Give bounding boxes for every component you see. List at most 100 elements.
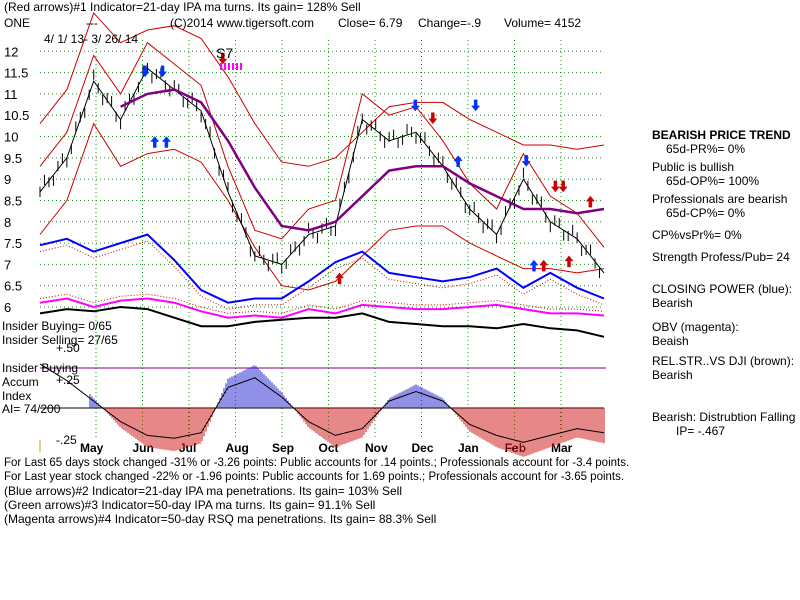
- price-tick-label: 9.5: [4, 151, 22, 166]
- price-tick-label: 7.5: [4, 236, 22, 251]
- indicator-1-title: (Red arrows)#1 Indicator=21-day IPA ma t…: [4, 0, 361, 14]
- red-arrow-icon: [585, 195, 595, 208]
- cp-vs-pr: CP%vsPr%= 0%: [652, 228, 742, 242]
- volume: Volume= 4152: [504, 16, 582, 30]
- ma-50-line: [120, 88, 605, 232]
- obv-line: [39, 297, 605, 319]
- rel-str-panel: REL.STR..VS DJI (brown): Bearish: [652, 354, 794, 382]
- ip-value: IP= -.467: [676, 424, 726, 438]
- public-title: Public is bullish: [652, 160, 735, 174]
- red-arrow-icon: [564, 255, 574, 268]
- price-axis: 12 11.5 11 10.5 10 9.5 9 8.5 8 7.5 7 6.5 6: [4, 44, 29, 315]
- footer-last-year: For Last year stock changed -22% or -1.9…: [4, 471, 625, 483]
- closing-power-panel: CLOSING POWER (blue): Bearish: [652, 282, 792, 310]
- indicator-3-title: (Green arrows)#3 Indicator=50-day IPA ma…: [4, 498, 376, 512]
- strength-ratio: Strength Profess/Pub= 24: [652, 250, 790, 264]
- public-panel: Public is bullish 65d-OP%= 100%: [652, 160, 759, 188]
- blue-arrow-icon: [453, 155, 463, 167]
- obv-title: OBV (magenta):: [652, 320, 739, 334]
- blue-arrow-icon: [521, 155, 531, 167]
- month-tick-label: Nov: [365, 441, 388, 455]
- accum-tick-minus-25: -.25: [56, 433, 77, 447]
- accum-label: Accum: [2, 375, 39, 389]
- ticker-dashes: ---: [86, 16, 98, 30]
- red-arrow-icon: [428, 112, 438, 125]
- rel-str-value: Bearish: [652, 368, 693, 382]
- trend-panel: BEARISH PRICE TREND 65d-PR%= 0%: [652, 128, 791, 156]
- month-tick-label: Jun: [133, 441, 154, 455]
- accum-ma-line: [39, 363, 605, 443]
- ticker-symbol: ONE: [4, 16, 31, 30]
- price-tick-label: 9: [4, 172, 11, 187]
- price-tick-label: 11.5: [4, 66, 28, 81]
- red-arrow-icon: [550, 180, 560, 193]
- ai-value: AI= 74/200: [2, 402, 61, 416]
- closing-power-ma-line: [39, 240, 605, 310]
- professionals-panel: Professionals are bearish 65d-CP%= 0%: [652, 192, 787, 220]
- month-axis: May Jun Jul Aug Sep Oct Nov Dec Jan Feb Mar: [80, 441, 573, 455]
- obv-ma-line: [39, 293, 605, 314]
- price-band-short: [39, 41, 605, 248]
- closing-power-title: CLOSING POWER (blue):: [652, 282, 793, 296]
- price-line: [39, 67, 605, 274]
- blue-arrow-icon: [158, 65, 168, 78]
- s7-signal-label: S7: [216, 45, 234, 61]
- accumulation-index-bars: [39, 363, 605, 457]
- indicator-2-title: (Blue arrows)#2 Indicator=21-day IPA ma …: [4, 484, 402, 498]
- red-arrow-icon: [539, 259, 549, 272]
- month-tick-label: May: [80, 441, 104, 455]
- blue-arrow-icon: [150, 136, 160, 148]
- signal-arrows: [140, 52, 595, 285]
- price-tick-label: 10.5: [4, 108, 29, 123]
- price-tick-label: 10: [4, 130, 18, 145]
- red-arrow-icon: [558, 180, 568, 193]
- blue-arrow-icon: [471, 99, 481, 112]
- indicator-series: [39, 62, 605, 338]
- month-tick-label: Sep: [272, 441, 294, 455]
- blue-arrow-icon: [410, 99, 420, 112]
- red-arrow-icon: [334, 272, 345, 285]
- professionals-value: 65d-CP%= 0%: [666, 206, 746, 220]
- price-tick-label: 7: [4, 257, 11, 272]
- distribution-panel: Bearish: Distrubtion Falling IP= -.467: [652, 410, 795, 438]
- red-arrow-icon: [218, 52, 228, 65]
- obv-value: Beaish: [652, 334, 689, 348]
- month-tick-label: Aug: [226, 441, 249, 455]
- blue-arrow-icon: [529, 259, 539, 272]
- obv-panel: OBV (magenta): Beaish: [652, 320, 739, 348]
- distribution-title: Bearish: Distrubtion Falling: [652, 410, 796, 424]
- insider-selling: Insider Selling= 27/65: [2, 333, 118, 347]
- indicator-4-title: (Magenta arrows)#4 Indicator=50-day RSQ …: [4, 512, 437, 526]
- date-range: 4/ 1/ 13- 3/ 26/ 14: [44, 32, 139, 46]
- price-tick-label: 8.5: [4, 193, 22, 208]
- accum-tick-plus-25: +.25: [56, 373, 80, 387]
- rel-str-line: [39, 305, 605, 338]
- trend-title: BEARISH PRICE TREND: [652, 128, 791, 142]
- price-tick-label: 8: [4, 215, 11, 230]
- public-value: 65d-OP%= 100%: [666, 174, 760, 188]
- blue-arrow-icon: [140, 65, 150, 78]
- index-label: Index: [2, 389, 32, 403]
- closing-power-value: Bearish: [652, 296, 693, 310]
- trend-value: 65d-PR%= 0%: [666, 142, 746, 156]
- price-change: Change=-.9: [418, 16, 482, 30]
- copyright: (C)2014 www.tigersoft.com: [170, 16, 315, 30]
- lower-band: [39, 122, 605, 291]
- insider-buying: Insider Buying= 0/65: [2, 319, 112, 333]
- price-bands: [39, 11, 605, 291]
- footer-65-day: For Last 65 days stock changed -31% or -…: [4, 457, 630, 469]
- price-tick-label: 6.5: [4, 279, 22, 294]
- price-tick-label: 12: [4, 44, 18, 59]
- blue-arrow-icon: [161, 136, 171, 148]
- accum-title: Insider Buying: [2, 361, 79, 375]
- accum-tick-plus-50: +.50: [56, 341, 80, 355]
- month-tick-label: Jan: [458, 441, 479, 455]
- price-tick-label: 11: [4, 87, 18, 102]
- rel-str-title: REL.STR..VS DJI (brown):: [652, 354, 795, 368]
- month-tick-label: Dec: [412, 441, 434, 455]
- professionals-title: Professionals are bearish: [652, 192, 788, 206]
- close-price: Close= 6.79: [338, 16, 403, 30]
- closing-power-line: [39, 233, 605, 304]
- price-tick-label: 6: [4, 300, 11, 315]
